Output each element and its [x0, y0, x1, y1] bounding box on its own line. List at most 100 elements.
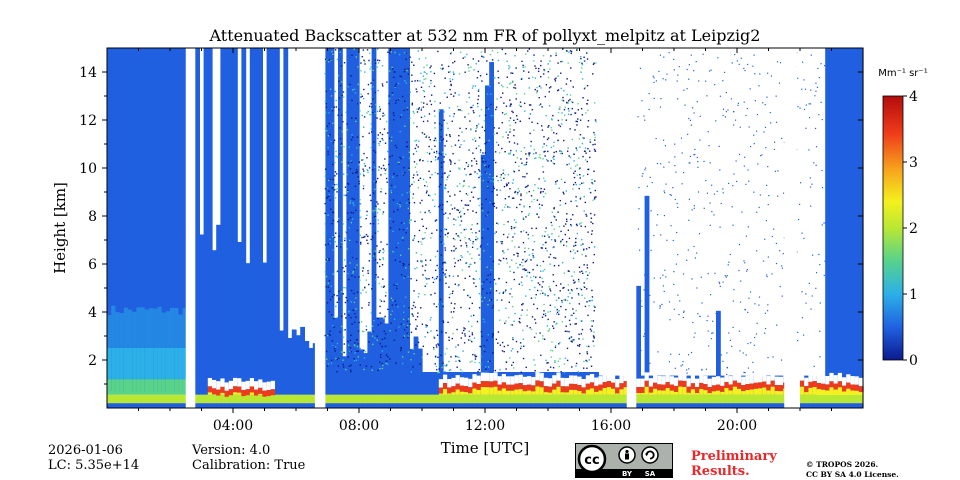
noise-point: [563, 363, 566, 365]
backscatter-cell: [207, 48, 213, 395]
cloud-cell: [573, 389, 578, 395]
noise-point: [581, 67, 583, 69]
noise-point: [410, 219, 412, 221]
noise-point: [397, 306, 399, 308]
noise-point: [590, 212, 592, 215]
noise-point: [523, 205, 525, 207]
noise-point: [507, 182, 510, 184]
attenuated-cell: [665, 373, 671, 383]
aerosol-cell: [174, 307, 179, 348]
noise-point: [429, 66, 431, 69]
cloud-cell: [527, 390, 532, 395]
surface-cell: [388, 394, 394, 404]
noise-point: [719, 282, 721, 285]
noise-point: [389, 330, 391, 332]
backscatter-cell: [291, 329, 297, 395]
noise-point: [562, 48, 564, 50]
surface-cell: [170, 403, 175, 408]
noise-point: [726, 352, 728, 354]
noise-point: [589, 191, 592, 194]
noise-point: [743, 260, 745, 262]
noise-point: [564, 330, 567, 333]
noise-point: [542, 165, 544, 168]
noise-point: [420, 116, 423, 119]
surface-cell: [808, 394, 814, 404]
noise-point: [505, 258, 508, 260]
noise-point: [648, 351, 650, 354]
noise-point: [513, 197, 515, 199]
noise-point: [475, 211, 477, 214]
noise-point: [534, 65, 536, 67]
noise-point: [331, 50, 333, 53]
noise-point: [370, 312, 373, 314]
noise-point: [424, 277, 427, 279]
surface-cell: [514, 403, 520, 408]
noise-point: [652, 75, 654, 77]
noise-point: [425, 259, 427, 261]
heatmap-column: [636, 285, 641, 408]
noise-point: [694, 148, 696, 150]
noise-point: [330, 285, 332, 287]
noise-point: [455, 360, 457, 363]
noise-point: [476, 125, 478, 127]
noise-point: [810, 308, 812, 310]
noise-point: [522, 218, 525, 220]
noise-point: [509, 357, 511, 359]
backscatter-cell: [480, 154, 486, 395]
attenuated-cell: [779, 376, 784, 386]
noise-point: [403, 323, 405, 326]
noise-point: [501, 241, 503, 243]
noise-point: [363, 126, 365, 128]
cloud-cell: [636, 393, 641, 395]
aerosol-cell: [119, 348, 125, 380]
noise-point: [336, 191, 338, 193]
noise-point: [390, 191, 393, 194]
surface-cell: [157, 403, 163, 408]
surface-cell: [636, 403, 641, 408]
cloud-cell: [682, 380, 688, 387]
noise-point: [379, 110, 381, 112]
noise-point: [771, 235, 773, 238]
noise-point: [358, 276, 360, 278]
noise-point: [484, 160, 487, 163]
noise-point: [378, 251, 380, 254]
noise-point: [422, 178, 425, 181]
noise-point: [517, 252, 519, 255]
noise-point: [468, 238, 470, 240]
noise-point: [533, 148, 535, 151]
heatmap-column: [338, 48, 343, 408]
surface-cell: [606, 394, 612, 404]
noise-point: [336, 294, 338, 297]
noise-point: [360, 243, 362, 245]
noise-point: [340, 351, 343, 353]
surface-cell: [329, 394, 335, 404]
noise-point: [471, 257, 473, 260]
noise-point: [536, 199, 539, 201]
noise-point: [324, 58, 327, 61]
noise-point: [464, 71, 466, 73]
surface-cell: [304, 394, 310, 404]
cloud-cell: [531, 391, 536, 395]
heatmap-column: [724, 373, 730, 408]
noise-point: [366, 112, 368, 114]
noise-point: [356, 170, 358, 173]
noise-point: [412, 366, 414, 368]
noise-point: [484, 152, 487, 154]
noise-point: [478, 204, 480, 207]
noise-point: [698, 80, 700, 82]
noise-point: [591, 183, 594, 185]
noise-point: [413, 301, 415, 304]
attenuated-cell: [724, 373, 730, 383]
noise-point: [586, 52, 588, 54]
noise-point: [478, 293, 481, 295]
noise-point: [405, 267, 407, 269]
noise-point: [338, 290, 340, 292]
noise-point: [408, 307, 410, 309]
noise-point: [522, 338, 525, 340]
noise-point: [680, 365, 682, 367]
noise-point: [396, 202, 399, 205]
heatmap-column: [245, 263, 251, 408]
noise-point: [332, 109, 334, 112]
surface-cell: [430, 394, 436, 404]
cloud-cell: [745, 384, 751, 391]
